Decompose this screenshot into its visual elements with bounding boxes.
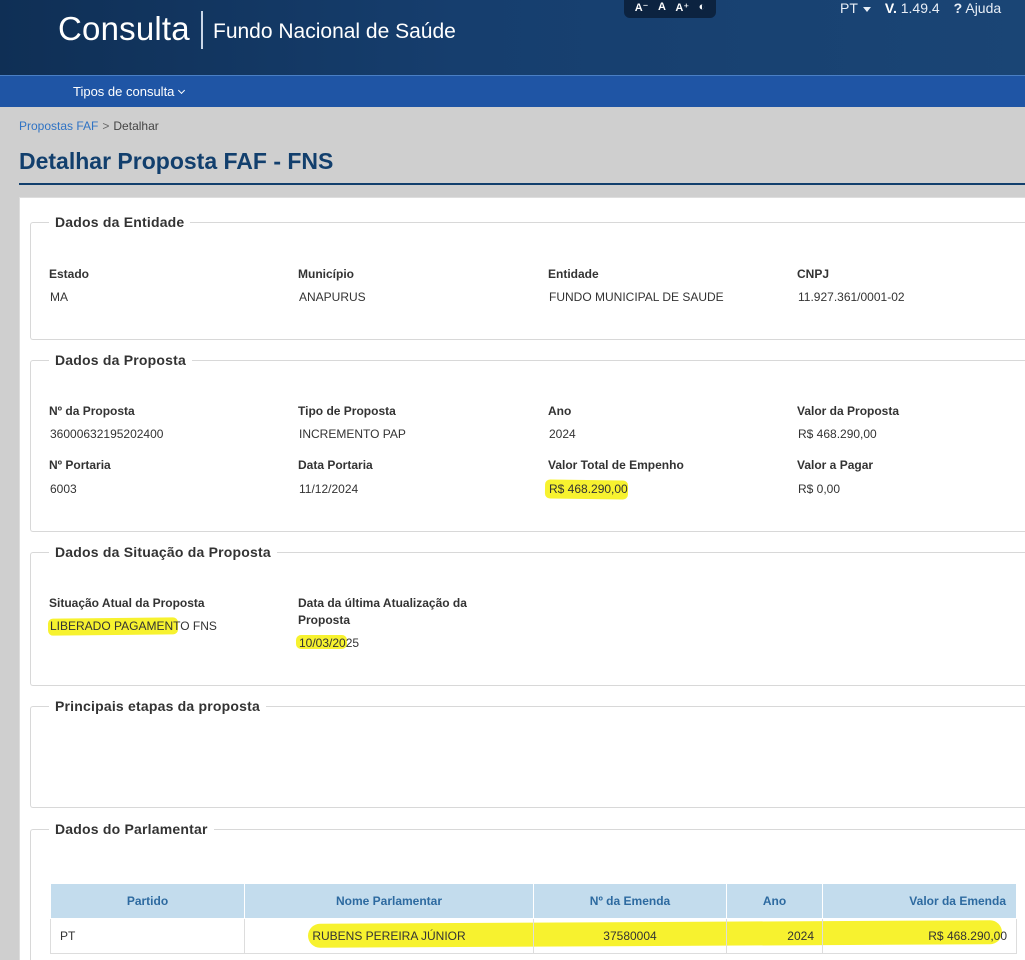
cell-valor: R$ 468.290,00 (822, 918, 1017, 954)
empenho-value: R$ 468.290,00 (549, 482, 628, 496)
a-pagar-label: Valor a Pagar (797, 458, 874, 472)
section-title: Dados da Proposta (55, 352, 186, 368)
section-title: Dados da Situação da Proposta (55, 544, 271, 560)
column-header-nome[interactable]: Nome Parlamentar (244, 883, 534, 919)
version-number: 1.49.4 (900, 0, 940, 16)
data-atualizacao-label-line1: Data da última Atualização da (298, 596, 467, 610)
municipio-label: Município (298, 267, 354, 281)
numero-proposta-value: 36000632195202400 (50, 427, 164, 441)
header-utilities: PT V. 1.49.4 ? Ajuda (840, 0, 1001, 16)
numero-proposta-label: Nº da Proposta (49, 404, 135, 418)
help-link[interactable]: ? Ajuda (954, 0, 1002, 16)
nav-label: Tipos de consulta (73, 84, 175, 99)
table-row[interactable]: PT RUBENS PEREIRA JÚNIOR 37580004 2024 R… (50, 918, 1017, 954)
ano-value: 2024 (549, 427, 576, 441)
section-etapas: Principais etapas da proposta (30, 698, 1025, 808)
version-prefix: V. (884, 0, 897, 16)
cell-ano: 2024 (726, 918, 823, 954)
a-pagar-value: R$ 0,00 (798, 482, 841, 496)
column-header-emenda[interactable]: Nº da Emenda (533, 883, 727, 919)
valor-proposta-label: Valor da Proposta (797, 404, 900, 418)
breadcrumb-propostas-faf[interactable]: Propostas FAF (19, 119, 99, 133)
accessibility-bar: A⁻ A A⁺ ◐ (624, 0, 716, 18)
entidade-value: FUNDO MUNICIPAL DE SAUDE (549, 290, 724, 304)
help-icon: ? (953, 0, 963, 16)
situacao-atual-label: Situação Atual da Proposta (49, 596, 205, 610)
content-card (19, 197, 1025, 960)
cnpj-value: 11.927.361/0001-02 (798, 290, 905, 304)
section-title: Principais etapas da proposta (55, 698, 260, 714)
section-entidade: Dados da Entidade (30, 214, 1025, 340)
main-nav: Tipos de consulta (0, 75, 1025, 107)
brand-divider (201, 11, 203, 49)
situacao-atual-value: LIBERADO PAGAMENTO FNS (50, 619, 217, 633)
section-title: Dados do Parlamentar (55, 821, 208, 837)
cnpj-label: CNPJ (797, 267, 830, 281)
cell-nome: RUBENS PEREIRA JÚNIOR (244, 918, 534, 954)
section-parlamentar: Dados do Parlamentar (30, 821, 1025, 960)
estado-label: Estado (49, 267, 90, 281)
page-title: Detalhar Proposta FAF - FNS (19, 148, 334, 174)
valor-proposta-value: R$ 468.290,00 (798, 427, 877, 441)
version-info: V. 1.49.4 (885, 0, 940, 16)
font-increase-button[interactable]: A⁺ (675, 1, 690, 14)
contrast-icon[interactable]: ◐ (698, 1, 706, 13)
data-portaria-value: 11/12/2024 (299, 482, 359, 496)
cell-partido: PT (50, 918, 245, 954)
top-header: Consulta Fundo Nacional de Saúde A⁻ A A⁺… (0, 0, 1025, 75)
language-label: PT (840, 0, 858, 16)
breadcrumb: Propostas FAF > Detalhar (19, 119, 159, 133)
font-normal-button[interactable]: A (657, 1, 666, 13)
column-header-valor[interactable]: Valor da Emenda (822, 883, 1017, 919)
column-header-ano[interactable]: Ano (726, 883, 823, 919)
data-atualizacao-label-line2: Proposta (298, 613, 351, 627)
municipio-value: ANAPURUS (299, 290, 366, 304)
section-proposta: Dados da Proposta (30, 352, 1025, 532)
data-portaria-label: Data Portaria (298, 458, 373, 472)
font-decrease-button[interactable]: A⁻ (634, 1, 649, 14)
table-header-row: Partido Nome Parlamentar Nº da Emenda An… (50, 883, 1017, 919)
nav-tipos-de-consulta[interactable]: Tipos de consulta (73, 84, 186, 99)
estado-value: MA (50, 290, 68, 304)
empenho-label: Valor Total de Empenho (548, 458, 684, 472)
breadcrumb-current: Detalhar (113, 119, 159, 133)
column-header-partido[interactable]: Partido (50, 883, 245, 919)
parlamentar-table: Partido Nome Parlamentar Nº da Emenda An… (50, 883, 1017, 954)
cell-emenda: 37580004 (533, 918, 727, 954)
ano-label: Ano (548, 404, 572, 418)
help-label: Ajuda (965, 0, 1002, 16)
section-situacao: Dados da Situação da Proposta (30, 544, 1025, 686)
highlight-mark (296, 635, 347, 649)
tipo-proposta-value: INCREMENTO PAP (299, 427, 406, 441)
portaria-value: 6003 (50, 482, 77, 496)
app-subtitle: Fundo Nacional de Saúde (213, 20, 456, 43)
section-title: Dados da Entidade (55, 214, 185, 230)
title-divider (19, 183, 1025, 185)
breadcrumb-separator: > (102, 119, 110, 133)
entidade-label: Entidade (548, 267, 599, 281)
app-title[interactable]: Consulta (58, 10, 190, 47)
caret-down-icon (862, 6, 871, 12)
portaria-label: Nº Portaria (49, 458, 111, 472)
language-selector[interactable]: PT (840, 0, 871, 16)
chevron-down-icon (178, 86, 186, 95)
data-atualizacao-value: 10/03/2025 (299, 636, 360, 650)
tipo-proposta-label: Tipo de Proposta (298, 404, 396, 418)
